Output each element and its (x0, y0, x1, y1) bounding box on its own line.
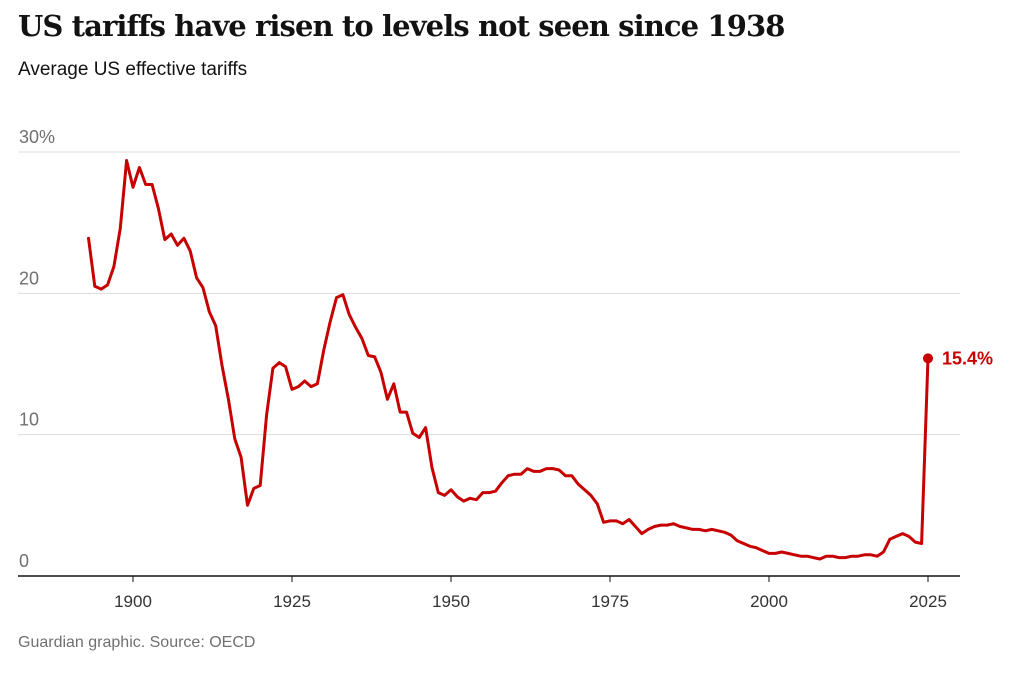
end-value-label: 15.4% (942, 348, 993, 368)
x-tick-label: 1925 (273, 592, 311, 611)
y-tick-label: 20 (19, 268, 39, 288)
series-line-tariffs (87, 159, 930, 561)
data-series (87, 159, 930, 561)
x-axis-ticks: 1900 1925 1950 1975 2000 2025 (114, 576, 947, 611)
y-tick-label: 30% (19, 127, 55, 147)
gridlines (18, 151, 960, 436)
y-tick-label: 10 (19, 410, 39, 430)
end-point-marker (923, 353, 933, 364)
x-tick-label: 1975 (591, 592, 629, 611)
y-axis-labels: 0 10 20 30% (19, 127, 55, 571)
chart-subtitle: Average US effective tariffs (18, 59, 248, 80)
annotations: 15.4% (923, 348, 993, 368)
x-tick-label: 2000 (750, 592, 788, 611)
x-tick-label: 2025 (909, 592, 947, 611)
x-tick-label: 1900 (114, 592, 152, 611)
chart-title: US tariffs have risen to levels not seen… (18, 9, 785, 43)
source-note: Guardian graphic. Source: OECD (18, 634, 256, 651)
y-tick-label: 0 (19, 551, 29, 571)
x-tick-label: 1950 (432, 592, 470, 611)
